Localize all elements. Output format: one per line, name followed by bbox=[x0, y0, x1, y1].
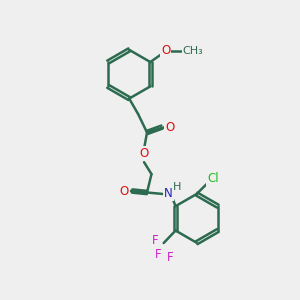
Text: O: O bbox=[165, 121, 175, 134]
Text: N: N bbox=[164, 188, 173, 200]
Text: O: O bbox=[119, 184, 129, 197]
Text: F: F bbox=[167, 251, 173, 264]
Text: O: O bbox=[161, 44, 170, 57]
Text: H: H bbox=[172, 182, 181, 193]
Text: Cl: Cl bbox=[207, 172, 219, 185]
Text: F: F bbox=[152, 234, 159, 247]
Text: F: F bbox=[155, 248, 162, 261]
Text: CH₃: CH₃ bbox=[182, 46, 203, 56]
Text: O: O bbox=[140, 147, 149, 161]
